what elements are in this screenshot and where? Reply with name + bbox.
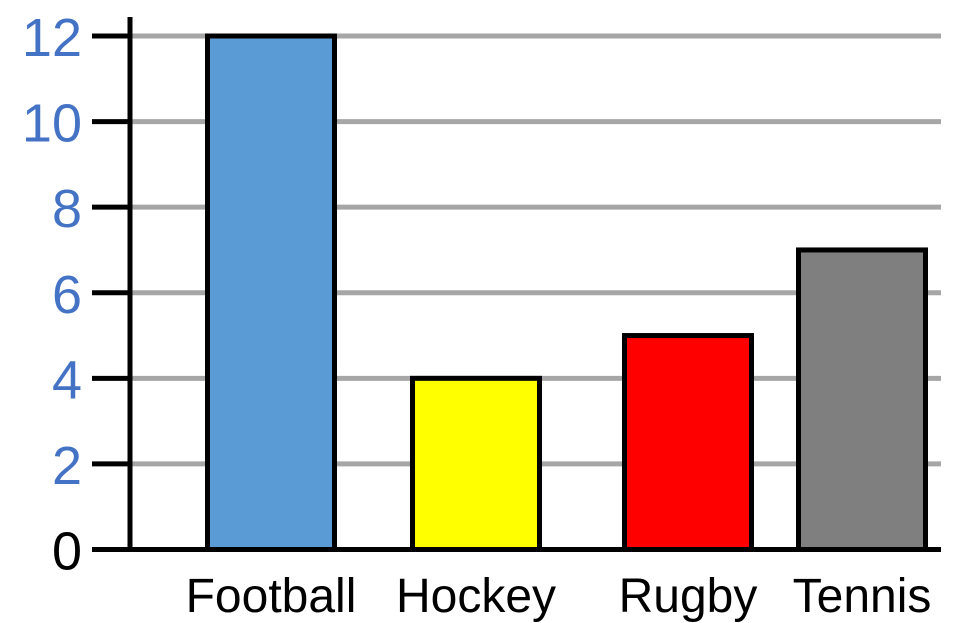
- y-tick-label: 8: [52, 179, 82, 239]
- axes: [92, 17, 941, 552]
- x-tick-label-rugby: Rugby: [619, 570, 758, 623]
- y-tick-label: 4: [52, 350, 82, 410]
- y-tick-label: 2: [52, 436, 82, 496]
- x-tick-label-tennis: Tennis: [793, 570, 932, 623]
- bar-tennis: [796, 247, 928, 552]
- y-tick-labels: 0 2 4 6 8 10 12: [22, 8, 82, 582]
- bar-rugby: [622, 333, 754, 552]
- bar-hockey: [410, 375, 542, 553]
- x-tick-label-football: Football: [186, 570, 357, 623]
- y-tick-label: 10: [22, 94, 82, 154]
- bars: [205, 33, 928, 553]
- x-tick-labels: Football Hockey Rugby Tennis: [186, 570, 932, 623]
- y-tick-label: 12: [22, 8, 82, 68]
- y-tick-label: 6: [52, 265, 82, 325]
- bar-football: [205, 33, 337, 552]
- y-tick-label: 0: [52, 522, 82, 582]
- x-tick-label-hockey: Hockey: [396, 570, 556, 623]
